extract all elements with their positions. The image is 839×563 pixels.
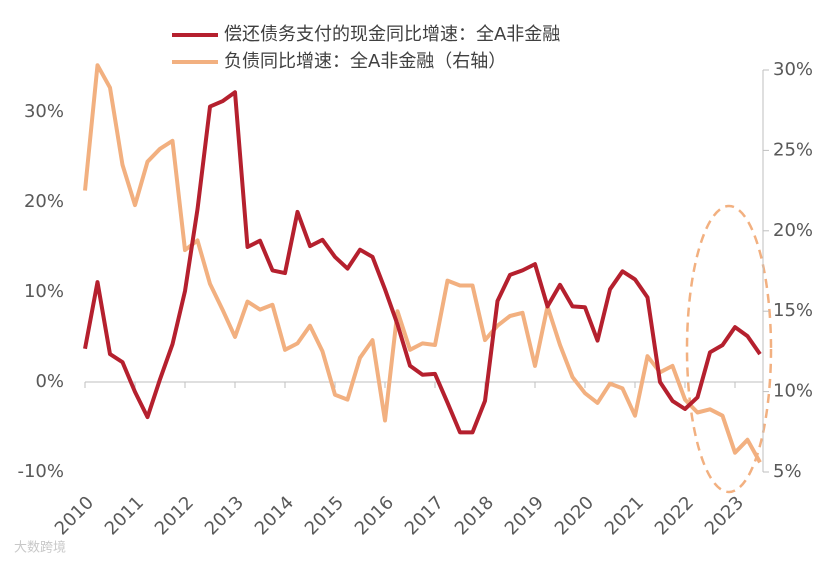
x-tick-label: 2010 [51,492,98,539]
watermark: 大数跨境 [14,541,66,556]
y2-tick-label: 5% [773,461,802,482]
y-tick-label: 30% [24,101,64,122]
x-tick-label: 2015 [301,492,348,539]
y2-tick-label: 30% [773,59,813,80]
y2-tick-label: 10% [773,381,813,402]
x-tick-label: 2014 [251,492,298,539]
y-tick-label: 0% [35,371,64,392]
x-tick-label: 2020 [551,492,598,539]
legend-label: 偿还债务支付的现金同比增速：全A非金融 [224,24,560,45]
series-line [83,90,762,435]
y-tick-label: 20% [24,191,64,212]
x-tick-label: 2013 [201,492,248,539]
x-tick-label: 2018 [451,492,498,539]
highlight-ellipse [685,204,773,494]
x-tick-label: 2012 [151,492,198,539]
x-tick-label: 2021 [601,492,648,539]
legend-label: 负债同比增速：全A非金融（右轴） [224,51,506,72]
x-tick-label: 2016 [351,492,398,539]
x-tick-label: 2022 [651,492,698,539]
y-tick-label: -10% [17,461,64,482]
y2-tick-label: 25% [773,139,813,160]
x-tick-label: 2023 [701,492,748,539]
y2-tick-label: 20% [773,220,813,241]
x-tick-label: 2019 [501,492,548,539]
x-tick-label: 2011 [101,492,148,539]
series-line [83,63,762,464]
y-tick-label: 10% [24,281,64,302]
y2-tick-label: 15% [773,300,813,321]
x-tick-label: 2017 [401,492,448,539]
